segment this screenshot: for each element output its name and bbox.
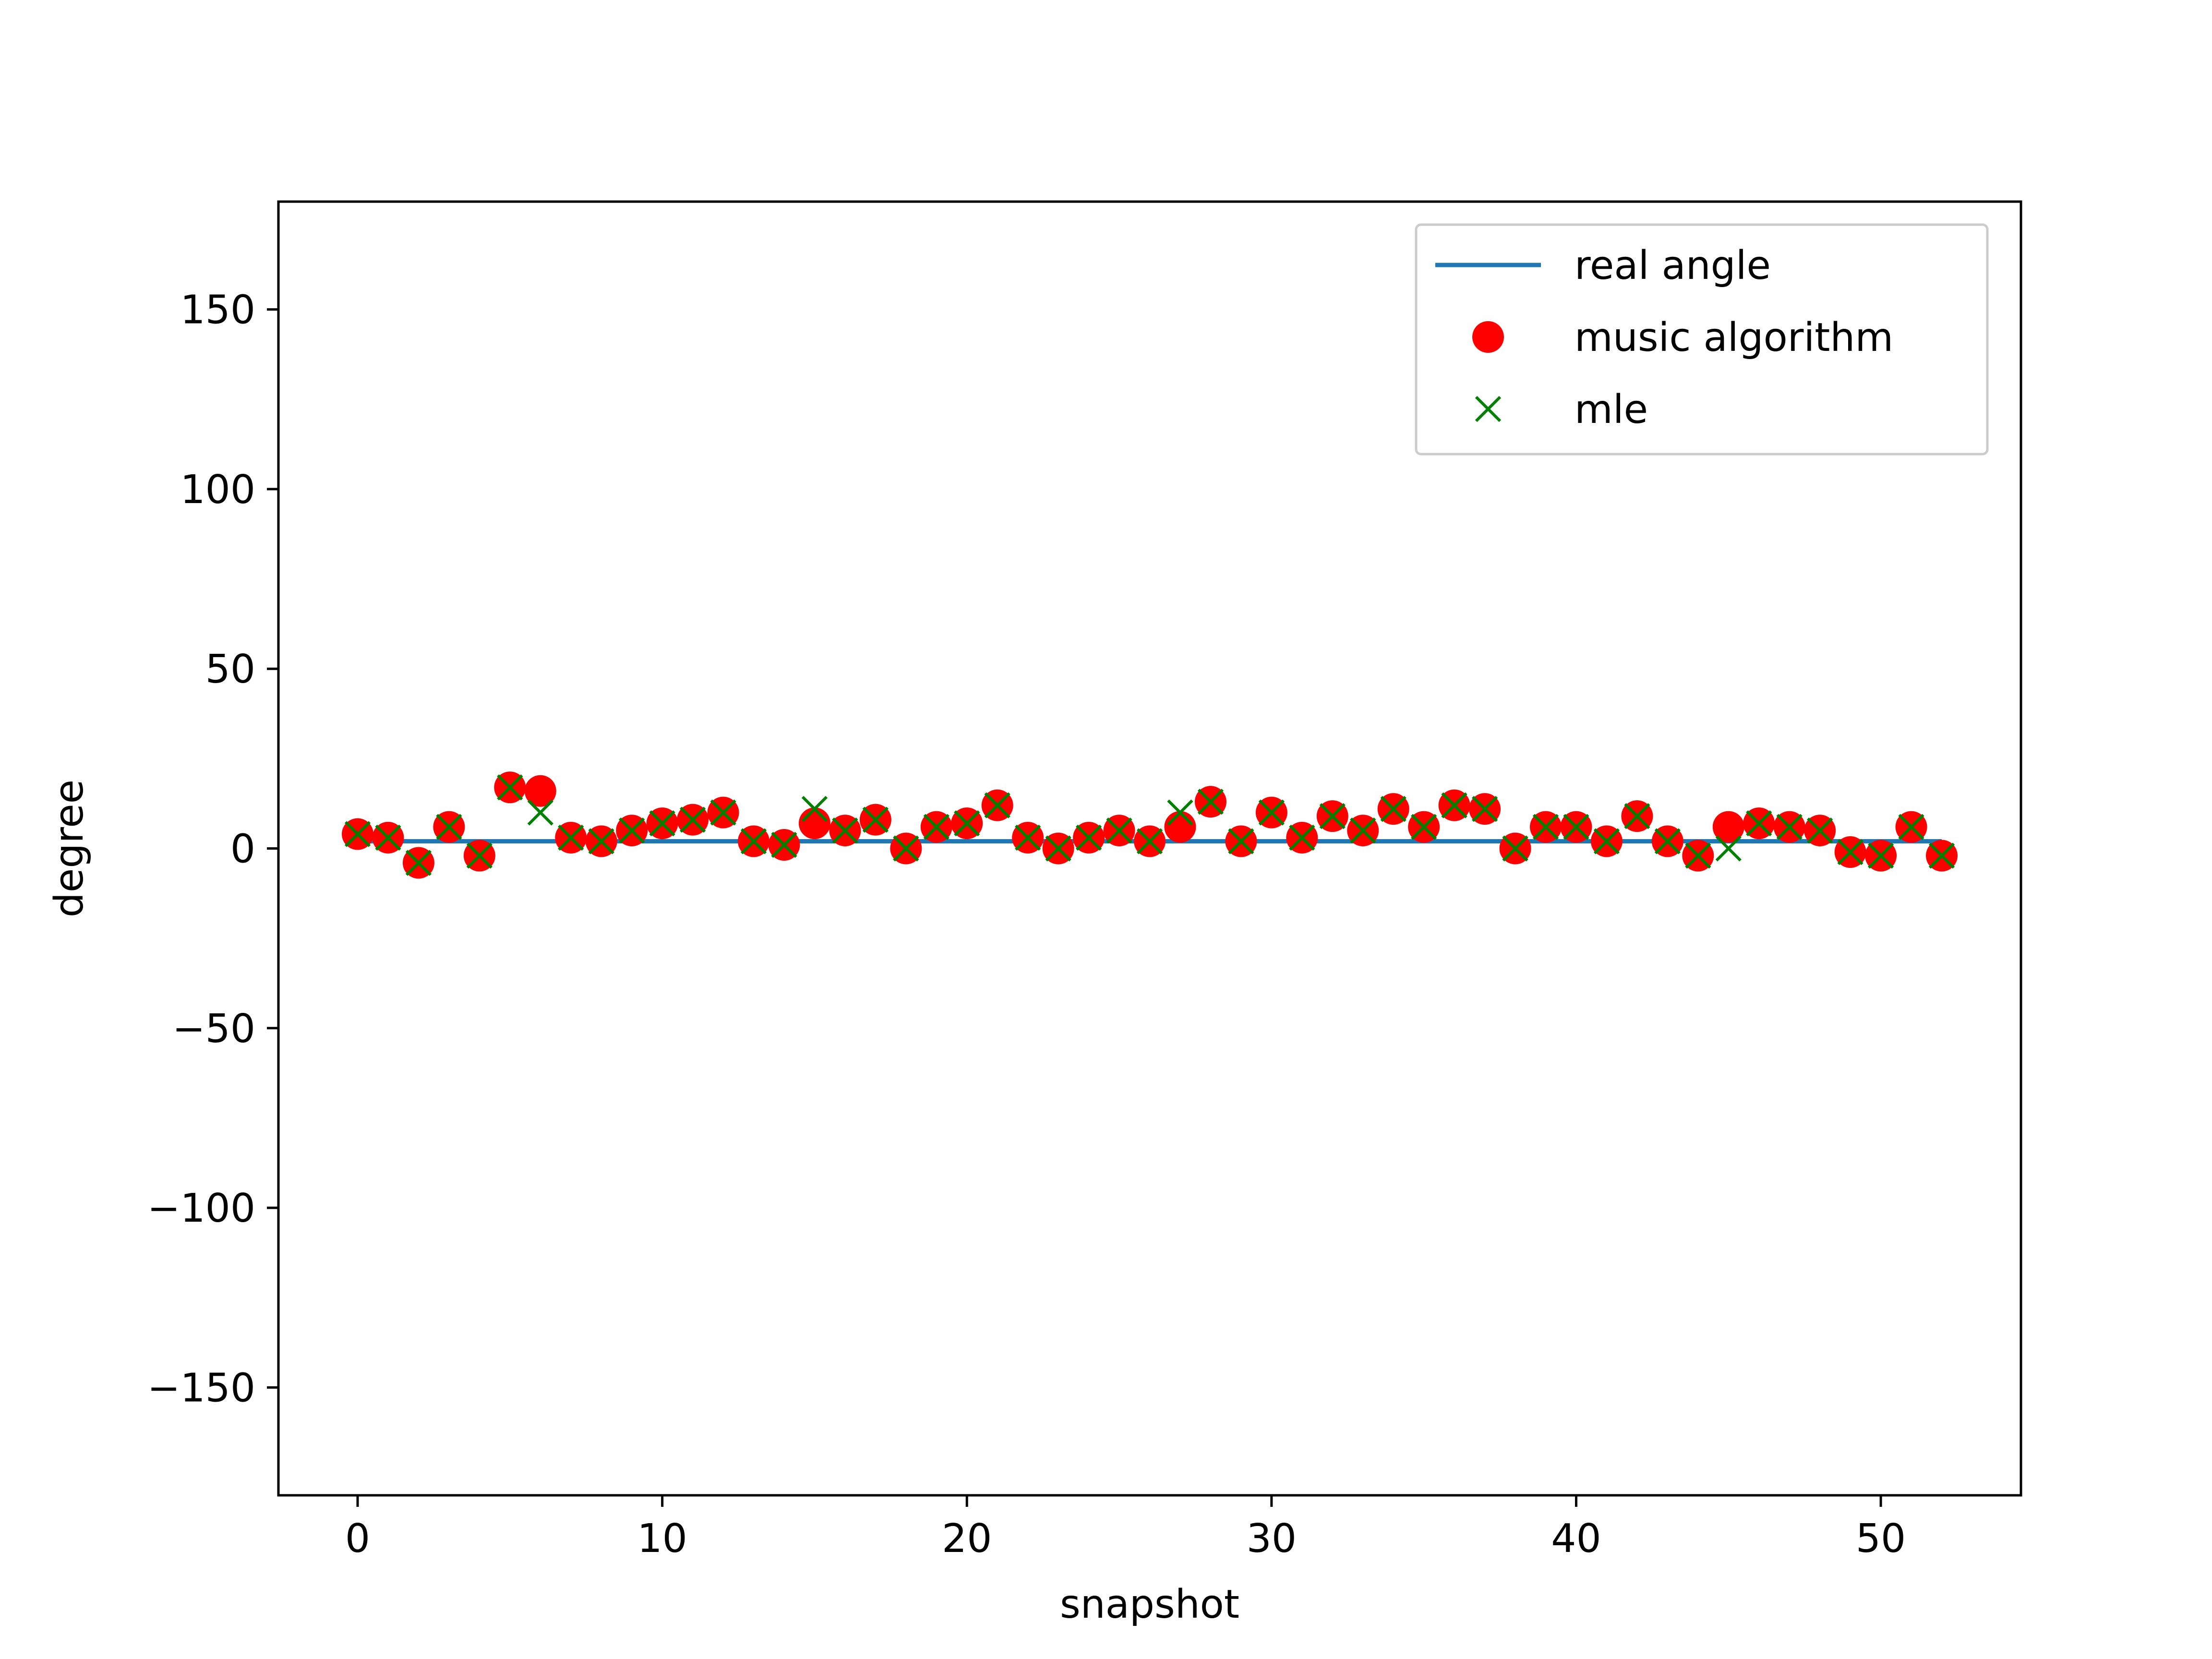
data-point-mle bbox=[679, 806, 706, 833]
data-point-mle bbox=[1441, 792, 1467, 818]
data-point-mle bbox=[710, 799, 736, 826]
data-point-mle bbox=[1015, 824, 1041, 851]
data-point-mle bbox=[1898, 814, 1924, 840]
data-point-mle bbox=[1471, 796, 1498, 822]
x-axis-label: snapshot bbox=[1060, 1582, 1239, 1627]
x-axis: 0 10 20 30 40 50 bbox=[345, 1495, 1906, 1562]
data-point-mle bbox=[1654, 828, 1681, 854]
legend-label-real-angle: real angle bbox=[1575, 243, 1771, 289]
y-tick-label: −100 bbox=[147, 1186, 255, 1231]
y-tick-label: −150 bbox=[147, 1365, 255, 1411]
data-point-mle bbox=[588, 828, 614, 854]
data-point-mle bbox=[497, 774, 523, 801]
data-point-mle bbox=[1624, 803, 1650, 830]
y-axis-label: degree bbox=[47, 780, 92, 917]
data-point-mle bbox=[1563, 814, 1589, 840]
data-point-mle bbox=[1106, 817, 1132, 844]
data-point-mle bbox=[1380, 796, 1407, 822]
data-point-music-algorithm bbox=[524, 775, 556, 807]
data-point-mle bbox=[1685, 842, 1711, 869]
data-point-mle bbox=[1867, 842, 1894, 869]
data-point-mle bbox=[1928, 842, 1955, 869]
data-point-music-algorithm bbox=[798, 807, 830, 840]
y-axis: −150 −100 −50 0 50 100 150 bbox=[147, 288, 278, 1411]
plot-area bbox=[342, 771, 1958, 879]
data-point-mle bbox=[1289, 824, 1315, 851]
data-point-mle bbox=[405, 850, 432, 876]
data-point-mle bbox=[1075, 824, 1102, 851]
data-point-mle bbox=[1228, 828, 1254, 854]
data-point-mle bbox=[984, 792, 1010, 818]
y-tick-label: −50 bbox=[172, 1006, 255, 1052]
x-tick-label: 0 bbox=[345, 1516, 370, 1562]
data-point-mle bbox=[1319, 803, 1346, 830]
data-point-mle bbox=[923, 814, 950, 840]
data-point-mle bbox=[1045, 835, 1071, 862]
data-point-mle bbox=[619, 817, 645, 844]
legend-label-mle: mle bbox=[1575, 387, 1648, 433]
data-point-mle bbox=[1776, 814, 1803, 840]
legend-box bbox=[1415, 223, 1989, 456]
data-point-mle bbox=[1197, 789, 1224, 815]
legend-dot-swatch bbox=[1472, 321, 1504, 353]
data-point-mle bbox=[1411, 814, 1437, 840]
x-tick-label: 40 bbox=[1551, 1516, 1601, 1562]
data-point-mle bbox=[1593, 828, 1620, 854]
legend-label-music-algorithm: music algorithm bbox=[1575, 315, 1893, 361]
data-point-music-algorithm bbox=[1712, 811, 1744, 843]
data-point-mle bbox=[801, 796, 828, 822]
data-point-mle bbox=[1136, 828, 1163, 854]
data-point-mle bbox=[954, 810, 980, 837]
legend: real angle music algorithm mle bbox=[1415, 223, 1989, 456]
data-point-mle bbox=[893, 835, 919, 862]
data-point-mle bbox=[344, 821, 371, 847]
data-point-mle bbox=[436, 814, 462, 840]
y-tick-label: 50 bbox=[205, 647, 255, 692]
data-point-mle bbox=[1350, 817, 1376, 844]
data-point-music-algorithm bbox=[1164, 811, 1196, 843]
legend-x-swatch bbox=[1475, 396, 1502, 422]
data-point-mle bbox=[527, 799, 553, 826]
x-tick-label: 30 bbox=[1247, 1516, 1297, 1562]
data-point-mle bbox=[558, 824, 584, 851]
data-point-mle bbox=[466, 842, 493, 869]
x-tick-label: 50 bbox=[1856, 1516, 1906, 1562]
data-point-mle bbox=[1746, 810, 1772, 837]
data-point-mle bbox=[1502, 835, 1528, 862]
data-point-mle bbox=[1807, 817, 1833, 844]
data-point-mle bbox=[375, 824, 401, 851]
data-point-mle bbox=[740, 828, 767, 854]
x-tick-label: 20 bbox=[942, 1516, 992, 1562]
data-point-mle bbox=[1532, 814, 1559, 840]
y-tick-label: 0 bbox=[230, 827, 255, 872]
data-point-mle bbox=[771, 831, 797, 858]
data-point-mle bbox=[1837, 839, 1863, 866]
data-point-mle bbox=[832, 817, 858, 844]
y-tick-label: 150 bbox=[180, 288, 255, 333]
data-point-mle bbox=[1167, 799, 1193, 826]
y-tick-label: 100 bbox=[180, 467, 255, 513]
data-point-mle bbox=[862, 806, 889, 833]
data-point-mle bbox=[649, 810, 675, 837]
plot-marks bbox=[342, 771, 1958, 879]
data-point-mle bbox=[1258, 799, 1285, 826]
x-tick-label: 10 bbox=[637, 1516, 687, 1562]
data-point-mle bbox=[1715, 835, 1742, 862]
